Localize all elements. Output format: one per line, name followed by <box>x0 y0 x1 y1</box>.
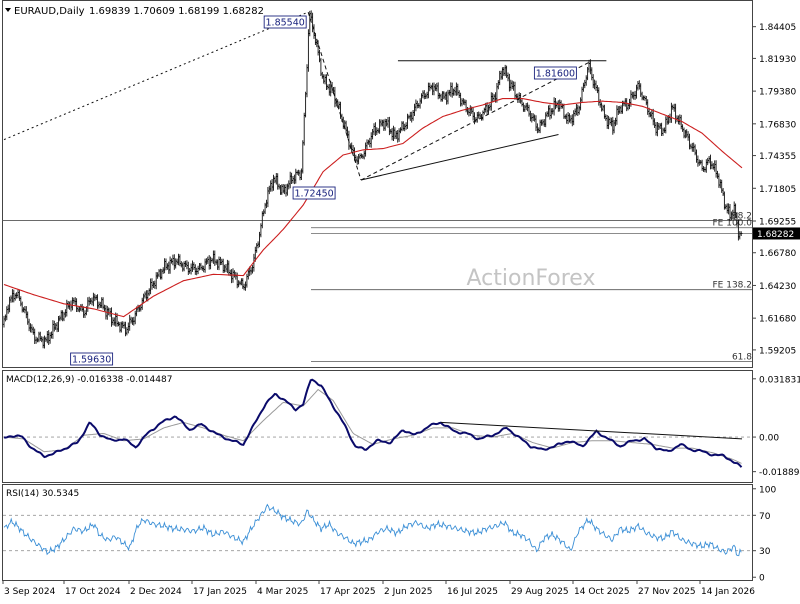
price-axis-label: 1.61680 <box>759 315 796 325</box>
time-axis-label: 17 Apr 2025 <box>320 587 376 597</box>
time-axis-label: 14 Oct 2025 <box>574 587 630 597</box>
macd-trendline <box>440 421 743 440</box>
fib-level-label: 61.8 <box>732 353 752 363</box>
rsi-panel-title: RSI(14) 30.5345 <box>6 489 79 499</box>
time-axis: 3 Sep 2024 17 Oct 2024 2 Dec 2024 17 Jan 20… <box>2 580 755 597</box>
macd-line <box>3 378 743 468</box>
macd-panel-frame <box>2 370 753 483</box>
price-axis-label: 1.64230 <box>759 282 796 292</box>
price-axis-label: 1.69255 <box>759 217 796 227</box>
rsi-axis-label: 70 <box>759 512 771 522</box>
price-axis-label: 1.59205 <box>759 346 796 356</box>
time-axis-label: 27 Nov 2025 <box>638 587 696 597</box>
moving-average <box>3 98 743 318</box>
price-label-text: 1.81600 <box>536 69 575 80</box>
ohlc-bar <box>740 231 743 236</box>
rsi-axis-label: 30 <box>759 547 771 557</box>
rsi-panel-frame <box>2 484 753 581</box>
macd-panel-title: MACD(12,26,9) -0.016338 -0.014487 <box>6 375 172 385</box>
watermark: ActionForex <box>467 266 596 291</box>
price-label-text: 1.72450 <box>294 189 333 200</box>
price-label-text: 1.85540 <box>266 18 305 29</box>
price-label-box <box>292 186 336 200</box>
time-axis-label: 2 Dec 2024 <box>130 587 182 597</box>
rsi-axis-label: 0 <box>759 574 765 584</box>
rsi-line <box>3 503 752 557</box>
macd-lines <box>3 378 752 468</box>
price-trendlines <box>3 11 607 181</box>
price-panel-frame <box>2 0 753 368</box>
time-axis-label: 4 Mar 2025 <box>257 587 308 597</box>
macd-axis-label: 0.00 <box>759 434 779 444</box>
price-axis-label: 1.84405 <box>759 23 796 33</box>
time-axis-label: 14 Jan 2026 <box>701 587 755 597</box>
price-axis-label: 1.71805 <box>759 185 796 195</box>
dashed-line-high-to-low <box>307 11 362 181</box>
price-panel-title: EURAUD,Daily <box>14 6 85 17</box>
macd-axis: 0.031831 0.00 -0.018894 <box>752 375 800 478</box>
fib-level-label: 38.2 <box>732 211 752 221</box>
macd-axis-label: 0.031831 <box>759 375 800 385</box>
rsi-line <box>3 503 742 557</box>
last-price-tag <box>753 227 800 240</box>
rsi-axis-label: 100 <box>759 485 776 495</box>
price-axis: 1.84405 1.81930 1.79380 1.76830 1.74355 1.718… <box>752 23 800 356</box>
time-axis-label: 29 Aug 2025 <box>511 587 569 597</box>
dropdown-triangle-icon[interactable] <box>5 8 11 12</box>
price-label-text: 1.59630 <box>72 355 111 366</box>
price-label-box <box>70 352 114 366</box>
price-axis-label: 1.66780 <box>759 249 796 259</box>
fibonacci-levels: 38.2FE 100.0 FE 138.2 61.8 <box>2 211 753 363</box>
time-axis-label: 17 Oct 2024 <box>65 587 121 597</box>
fib-level-label: FE 138.2 <box>713 281 753 291</box>
rising-trendline <box>360 133 559 181</box>
price-label-box <box>263 15 307 29</box>
price-axis-label: 1.81930 <box>759 55 796 65</box>
price-axis-label: 1.76830 <box>759 120 796 130</box>
ohlc-readout: 1.69839 1.70609 1.68199 1.68282 <box>89 6 264 17</box>
macd-axis-label: -0.018894 <box>759 468 800 478</box>
swing-price-labels: 1.85540 1.81600 1.72450 1.59630 <box>70 15 577 366</box>
time-axis-label: 2 Jun 2025 <box>384 587 432 597</box>
last-price-label: 1.68282 <box>757 230 794 240</box>
price-bars <box>2 10 743 349</box>
price-label-box <box>533 66 577 80</box>
price-axis-label: 1.74355 <box>759 152 796 162</box>
rsi-axis: 100 70 30 0 <box>752 485 776 584</box>
fib-level-label: FE 100.0 <box>713 219 753 229</box>
time-axis-label: 3 Sep 2024 <box>4 587 56 597</box>
time-axis-label: 16 Jul 2025 <box>447 587 498 597</box>
time-axis-label: 17 Jan 2025 <box>193 587 247 597</box>
moving-average-line <box>3 98 743 318</box>
dashed-line-low-to-high <box>360 62 589 181</box>
price-axis-label: 1.79380 <box>759 88 796 98</box>
